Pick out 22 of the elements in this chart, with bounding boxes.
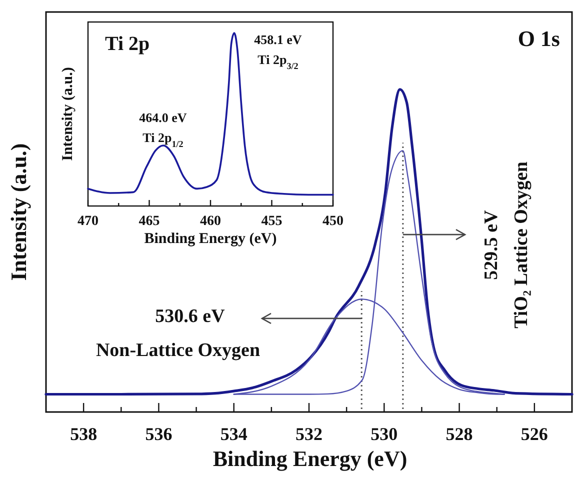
x-tick-label: 460 (200, 214, 221, 229)
x-tick-label: 526 (520, 424, 548, 444)
chart-title: O 1s (518, 26, 560, 51)
x-tick-label: 536 (145, 424, 172, 444)
x-tick-label: 455 (261, 214, 282, 229)
annotation: 530.6 eV Non-Lattice Oxygen (96, 306, 260, 361)
annotation: 464.0 eV Ti 2p$_{1/2}$ (139, 110, 188, 149)
y-axis-title: Intensity (a.u.) (6, 143, 31, 281)
x-tick-label: 528 (446, 424, 473, 444)
x-tick-label: 450 (322, 214, 344, 229)
annotation: 529.5 eV TiO₂ Lattice Oxygen (481, 161, 532, 328)
x-tick-label: 530 (370, 424, 398, 444)
x-axis-title: Binding Energy (eV) (144, 231, 277, 247)
x-tick-label: 465 (138, 214, 160, 229)
x-axis-title: Binding Energy (eV) (212, 446, 408, 471)
x-tick-label: 534 (220, 424, 248, 444)
annotation: 458.1 eV Ti 2p$_{3/2}$ (254, 32, 302, 71)
y-axis-title: Intensity (a.u.) (60, 67, 76, 161)
x-tick-label: 538 (70, 424, 98, 444)
chart-title: Ti 2p (105, 33, 150, 55)
x-tick-label: 470 (78, 214, 98, 229)
x-tick-label: 532 (296, 424, 322, 444)
